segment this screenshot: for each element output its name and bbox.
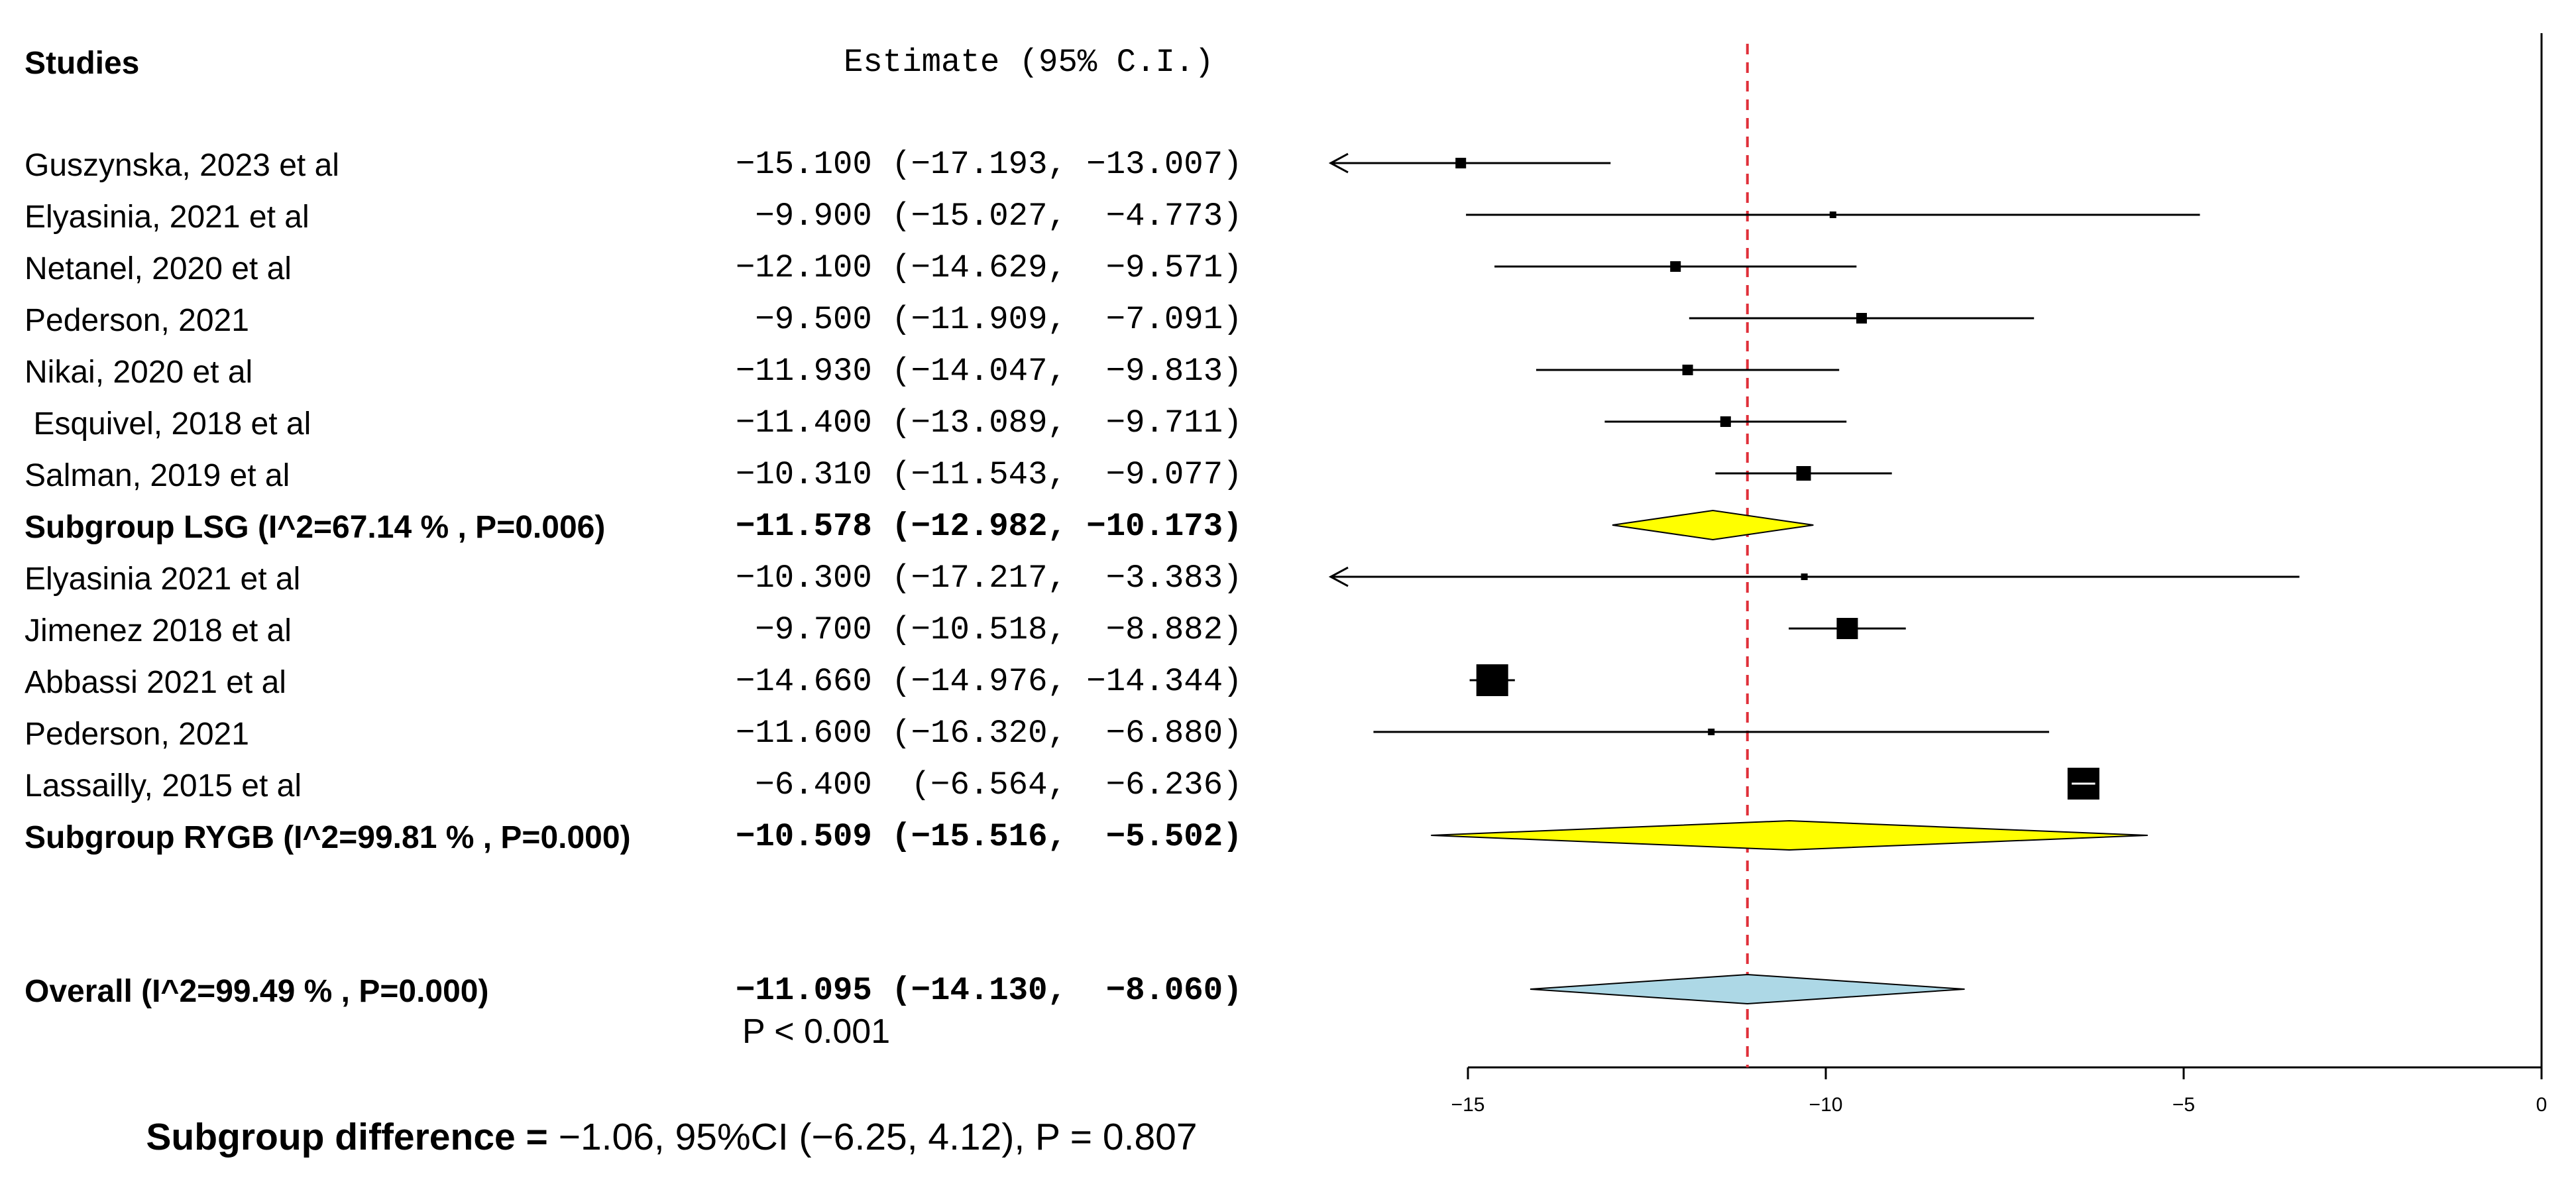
- study-label: Pederson, 2021: [25, 717, 249, 752]
- study-point: [1670, 261, 1681, 272]
- subgroup-diamond: [1612, 509, 1814, 541]
- estimate-header: Estimate (95% C.I.): [844, 44, 1214, 81]
- p-value: P < 0.001: [742, 1012, 891, 1051]
- study-estimate: −14.660 (−14.976, −14.344): [736, 663, 1243, 700]
- study-estimate: −9.900 (−15.027, −4.773): [736, 198, 1243, 235]
- study-estimate: −9.700 (−10.518, −8.882): [736, 611, 1243, 648]
- study-estimate: −11.930 (−14.047, −9.813): [736, 353, 1243, 390]
- study-point: [1801, 573, 1808, 580]
- study-estimate: −10.310 (−11.543, −9.077): [736, 456, 1243, 493]
- study-point: [1682, 365, 1693, 375]
- summary-estimate: −11.578 (−12.982, −10.173): [736, 508, 1243, 545]
- study-estimate: −15.100 (−17.193, −13.007): [736, 146, 1243, 183]
- study-estimate: −6.400 (−6.564, −6.236): [736, 766, 1243, 804]
- study-estimate: −9.500 (−11.909, −7.091): [736, 301, 1243, 338]
- subgroup-difference-value: −1.06, 95%CI (−6.25, 4.12), P = 0.807: [547, 1116, 1198, 1158]
- study-point: [1720, 416, 1731, 427]
- subgroup-diamond: [1431, 819, 2148, 851]
- forest-plot: −15 −10 −5 0: [1328, 33, 2548, 1116]
- study-label: Esquivel, 2018 et al: [25, 406, 311, 442]
- study-label: Guszynska, 2023 et al: [25, 148, 339, 183]
- subgroup-difference: Subgroup difference = −1.06, 95%CI (−6.2…: [104, 1081, 1198, 1194]
- study-point: [1796, 466, 1811, 481]
- x-tick-label: 0: [2536, 1094, 2548, 1116]
- study-point: [1708, 729, 1715, 735]
- study-label: Abbassi 2021 et al: [25, 665, 286, 700]
- summary-label: Overall (I^2=99.49 % , P=0.000): [25, 974, 489, 1009]
- study-estimate: −12.100 (−14.629, −9.571): [736, 249, 1243, 286]
- ci-arrow: [1328, 152, 1349, 174]
- study-label: Elyasinia 2021 et al: [25, 562, 301, 597]
- summary-estimate: −10.509 (−15.516, −5.502): [736, 818, 1243, 855]
- study-point: [1836, 618, 1858, 639]
- study-label: Salman, 2019 et al: [25, 458, 290, 493]
- x-tick-label: −5: [2172, 1094, 2195, 1116]
- study-label: Jimenez 2018 et al: [25, 613, 292, 648]
- study-estimate: −11.400 (−13.089, −9.711): [736, 404, 1243, 442]
- overall-diamond: [1530, 973, 1965, 1005]
- subgroup-difference-label: Subgroup difference =: [146, 1116, 548, 1158]
- study-label: Elyasinia, 2021 et al: [25, 200, 309, 235]
- summary-label: Subgroup LSG (I^2=67.14 % , P=0.006): [25, 510, 606, 545]
- study-estimate: −11.600 (−16.320, −6.880): [736, 715, 1243, 752]
- x-tick-label: −10: [1809, 1094, 1843, 1116]
- summary-label: Subgroup RYGB (I^2=99.81 % , P=0.000): [25, 820, 631, 855]
- study-label: Nikai, 2020 et al: [25, 355, 253, 390]
- study-label: Lassailly, 2015 et al: [25, 768, 302, 804]
- summary-estimate: −11.095 (−14.130, −8.060): [736, 972, 1243, 1009]
- study-point: [1829, 211, 1836, 218]
- study-point: [1455, 158, 1467, 168]
- study-point: [1856, 313, 1867, 324]
- study-estimate: −10.300 (−17.217, −3.383): [736, 560, 1243, 597]
- study-point: [1476, 664, 1508, 696]
- study-label: Netanel, 2020 et al: [25, 251, 292, 286]
- x-tick-label: −15: [1451, 1094, 1485, 1116]
- studies-header: Studies: [25, 46, 140, 81]
- study-label: Pederson, 2021: [25, 303, 249, 338]
- ci-arrow: [1328, 566, 1349, 587]
